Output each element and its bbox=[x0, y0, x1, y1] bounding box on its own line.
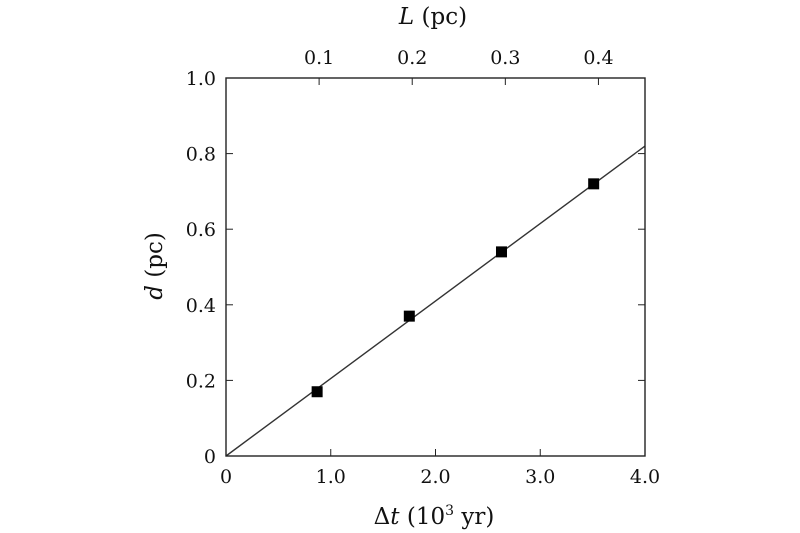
data-point bbox=[403, 310, 415, 322]
fit-line bbox=[225, 145, 646, 457]
top-x-axis-label: L (pc) bbox=[398, 4, 467, 30]
top-x-tick-label: 0.2 bbox=[397, 47, 427, 69]
y-tick-label: 1.0 bbox=[186, 68, 216, 90]
y-tick-label: 0.8 bbox=[186, 144, 216, 166]
top-x-tick-label: 0.3 bbox=[490, 47, 520, 69]
y-tick-label: 0.2 bbox=[186, 370, 216, 392]
data-point bbox=[495, 246, 507, 258]
x-tick-label: 2.0 bbox=[420, 466, 450, 488]
x-tick-label: 0 bbox=[220, 466, 232, 488]
y-axis-label: d (pc) bbox=[142, 232, 168, 300]
y-tick-label: 0 bbox=[204, 446, 216, 468]
x-tick-label: 4.0 bbox=[630, 466, 660, 488]
y-tick-label: 0.6 bbox=[186, 219, 216, 241]
plot-frame bbox=[225, 77, 646, 457]
x-tick-label: 3.0 bbox=[525, 466, 555, 488]
x-tick-label: 1.0 bbox=[316, 466, 346, 488]
data-point bbox=[588, 178, 600, 190]
top-x-tick-label: 0.4 bbox=[583, 47, 613, 69]
y-tick-label: 0.4 bbox=[186, 295, 216, 317]
top-x-tick-label: 0.1 bbox=[304, 47, 334, 69]
data-point bbox=[311, 386, 323, 398]
x-axis-label: Δt (103 yr) bbox=[374, 503, 495, 530]
